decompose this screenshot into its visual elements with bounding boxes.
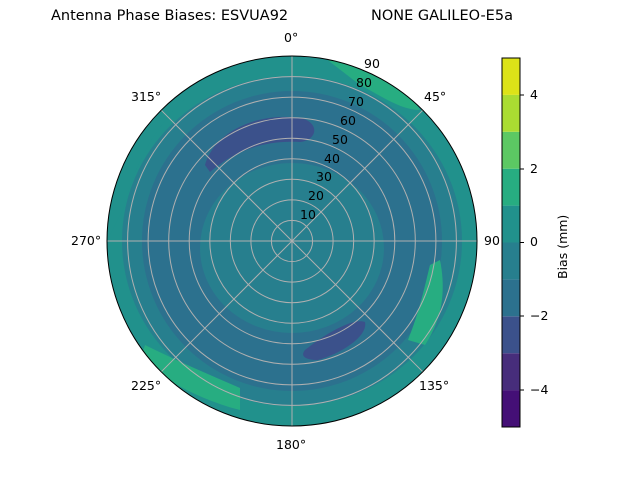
angle-label-180: 180° xyxy=(276,437,307,452)
radial-label-60: 60 xyxy=(340,113,356,128)
colorbar xyxy=(501,57,524,428)
angle-label-270: 270° xyxy=(71,233,102,248)
angle-label-45: 45° xyxy=(424,89,447,104)
chart-title-station: Antenna Phase Biases: ESVUA92 xyxy=(51,8,289,24)
colorbar-tick-neg4: −4 xyxy=(530,382,549,397)
radial-label-20: 20 xyxy=(308,188,324,203)
colorbar-tick-neg2: −2 xyxy=(530,308,549,323)
angle-label-0: 0° xyxy=(284,30,299,45)
radial-label-40: 40 xyxy=(324,151,340,166)
polar-frame xyxy=(106,55,478,427)
angle-label-225: 225° xyxy=(131,378,162,393)
radial-label-70: 70 xyxy=(348,94,364,109)
radial-label-10: 10 xyxy=(300,207,316,222)
angle-label-90: 90 xyxy=(484,233,500,248)
radial-label-50: 50 xyxy=(332,132,348,147)
radial-label-30: 30 xyxy=(316,169,332,184)
radial-label-80: 80 xyxy=(356,75,372,90)
chart-title-signal: NONE GALILEO-E5a xyxy=(371,8,513,24)
angular-gridlines xyxy=(107,56,477,426)
colorbar-tick-4: 4 xyxy=(530,87,538,102)
angle-label-135: 135° xyxy=(419,378,450,393)
colorbar-tick-0: 0 xyxy=(530,234,538,249)
colorbar-label: Bias (mm) xyxy=(555,214,570,279)
colorbar-tick-2: 2 xyxy=(530,161,538,176)
radial-label-90: 90 xyxy=(364,56,380,71)
angle-label-315: 315° xyxy=(131,89,162,104)
